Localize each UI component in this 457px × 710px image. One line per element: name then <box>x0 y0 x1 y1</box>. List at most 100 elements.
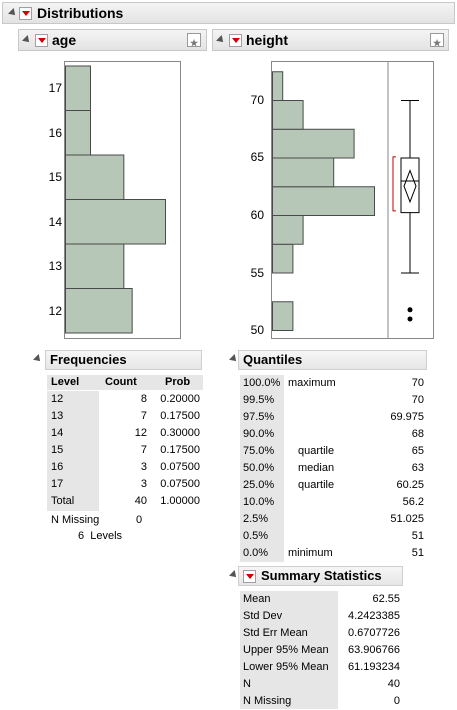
age-panel-header[interactable]: age <box>18 29 207 53</box>
freq-level: Total <box>51 495 75 507</box>
quantile-percent: 25.0% <box>243 479 275 491</box>
summary-stat-value: 63.906766 <box>348 644 400 656</box>
freq-prob: 0.17500 <box>160 444 200 456</box>
age-bar-13 <box>65 243 125 289</box>
age-bar-12 <box>65 288 133 334</box>
freq-prob: 0.17500 <box>160 410 200 422</box>
freq-level: 16 <box>51 461 64 473</box>
age-label: age <box>52 32 77 48</box>
age-bar-17 <box>65 65 91 111</box>
quantiles-header[interactable]: Quantiles <box>238 350 427 370</box>
distributions-header[interactable]: Distributions <box>2 2 455 24</box>
age-histogram[interactable] <box>64 61 181 339</box>
height-histogram-svg <box>272 62 420 338</box>
freq-count: 8 <box>140 393 147 405</box>
freq-count: 3 <box>140 478 147 490</box>
quantiles-col-bg <box>240 375 284 562</box>
freq-level: 15 <box>51 444 64 456</box>
age-tick: 14 <box>48 215 62 229</box>
quantile-value: 65 <box>411 445 424 457</box>
freq-header-level: Level <box>51 376 80 388</box>
quantile-value: 69.975 <box>390 411 424 423</box>
summary-stat-value: 61.193234 <box>348 661 400 673</box>
summary-stat-value: 40 <box>387 678 400 690</box>
height-tick: 50 <box>250 323 264 337</box>
height-bar-62.5-65 <box>272 157 335 188</box>
quantile-label: quartile <box>298 445 335 457</box>
height-tick: 70 <box>250 93 264 107</box>
freq-header-count: Count <box>105 376 137 388</box>
quantile-label: minimum <box>288 547 333 559</box>
quantile-value: 70 <box>411 394 424 406</box>
freq-count: 12 <box>134 427 147 439</box>
collapse-icon[interactable] <box>33 354 43 364</box>
shortest-half-bracket <box>392 156 396 212</box>
height-bar-55-57.5 <box>272 243 294 274</box>
summary-stat-value: 62.55 <box>372 593 400 605</box>
freq-count: 7 <box>140 444 147 456</box>
summary-stat-label: Mean <box>243 593 271 605</box>
summary-stat-value: 0 <box>393 695 400 707</box>
freq-level-col-bg <box>47 391 99 511</box>
red-triangle-menu-icon[interactable] <box>229 34 242 47</box>
box <box>400 157 420 214</box>
summary-col-bg <box>240 591 338 709</box>
red-triangle-menu-icon[interactable] <box>19 7 32 20</box>
collapse-icon[interactable] <box>216 35 226 45</box>
height-panel-header[interactable]: height <box>212 29 449 53</box>
quantile-percent: 90.0% <box>243 428 275 440</box>
quantile-value: 60.25 <box>396 479 424 491</box>
quantile-percent: 50.0% <box>243 462 275 474</box>
summary-stat-label: Std Err Mean <box>243 627 308 639</box>
quantile-value: 51 <box>411 530 424 542</box>
quantile-percent: 97.5% <box>243 411 275 423</box>
height-bar-57.5-60 <box>272 215 304 245</box>
height-histogram[interactable] <box>271 61 434 339</box>
frequencies-header[interactable]: Frequencies <box>45 350 202 370</box>
red-triangle-menu-icon[interactable] <box>35 34 48 47</box>
outlier-point <box>407 316 413 322</box>
height-tick: 60 <box>250 208 264 222</box>
n-missing-label: N Missing <box>51 514 100 526</box>
height-bar-65-67.5 <box>272 128 355 159</box>
freq-prob: 0.20000 <box>160 393 200 405</box>
quantile-label: maximum <box>288 377 336 389</box>
summary-stat-label: N Missing <box>243 695 292 707</box>
freq-level: 12 <box>51 393 64 405</box>
age-tick: 12 <box>48 304 62 318</box>
quantile-value: 51 <box>411 547 424 559</box>
height-bar-50-52.5 <box>272 301 294 331</box>
pin-icon[interactable] <box>187 33 201 53</box>
quantile-percent: 10.0% <box>243 496 275 508</box>
quantile-percent: 0.0% <box>243 547 269 559</box>
quantile-value: 51.025 <box>390 513 424 525</box>
collapse-icon[interactable] <box>22 35 32 45</box>
frequencies-title: Frequencies <box>50 352 127 367</box>
quantile-percent: 0.5% <box>243 530 269 542</box>
height-label: height <box>246 32 288 48</box>
age-bar-14 <box>65 199 166 245</box>
red-triangle-menu-icon[interactable] <box>243 570 256 583</box>
quantile-value: 63 <box>411 462 424 474</box>
summary-stat-label: N <box>243 678 251 690</box>
outlier-point <box>407 307 413 313</box>
quantiles-title: Quantiles <box>243 352 303 367</box>
quantile-value: 56.2 <box>402 496 424 508</box>
n-missing-value: 0 <box>136 514 143 526</box>
age-histogram-svg <box>65 65 166 334</box>
freq-header-bg <box>47 375 203 390</box>
collapse-icon[interactable] <box>8 8 18 18</box>
freq-level: 14 <box>51 427 64 439</box>
summary-header[interactable]: Summary Statistics <box>238 566 403 586</box>
freq-prob: 0.30000 <box>160 427 200 439</box>
freq-level: 17 <box>51 478 64 490</box>
levels-count: 6 Levels <box>78 530 123 542</box>
age-bar-15 <box>65 154 125 200</box>
pin-icon[interactable] <box>430 33 444 53</box>
summary-stat-label: Upper 95% Mean <box>243 644 329 656</box>
quantile-percent: 99.5% <box>243 394 275 406</box>
height-tick: 65 <box>250 150 264 164</box>
summary-stat-label: Lower 95% Mean <box>243 661 329 673</box>
freq-prob: 0.07500 <box>160 461 200 473</box>
height-bar-67.5-70 <box>272 100 304 130</box>
